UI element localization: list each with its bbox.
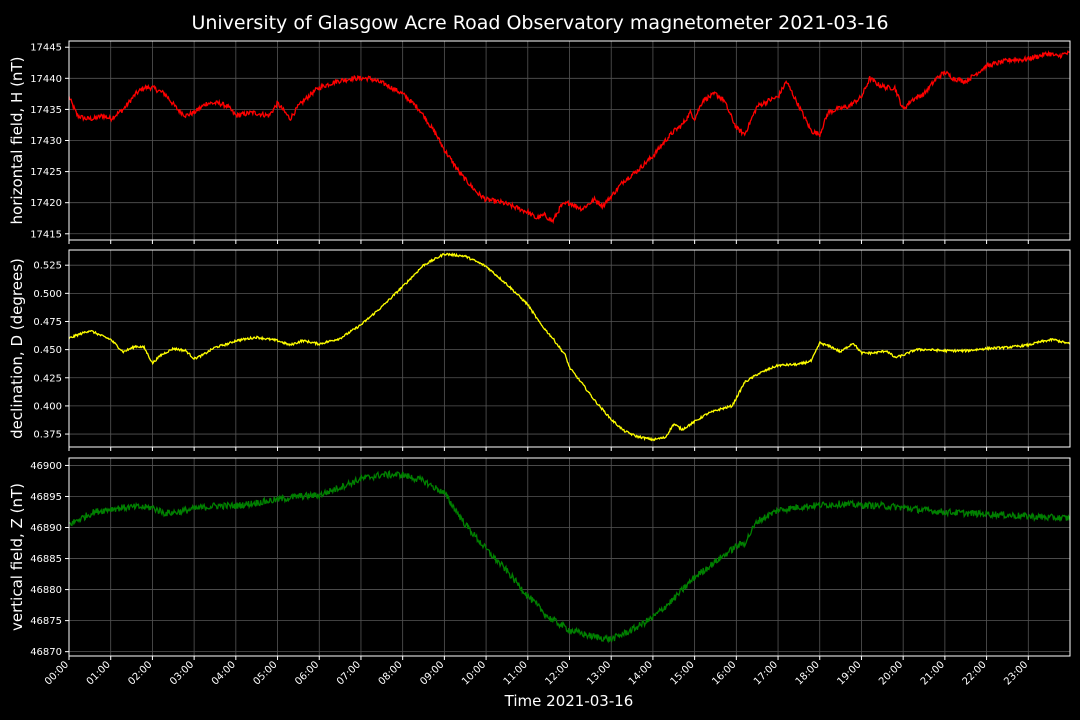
y-axis-label-Z: vertical field, Z (nT) <box>8 483 26 631</box>
y-tick-label: 17440 <box>30 74 62 85</box>
y-tick-label: 0.500 <box>33 289 62 300</box>
y-tick-label: 17435 <box>30 105 62 116</box>
y-tick-label: 0.450 <box>33 345 62 356</box>
y-tick-label: 0.475 <box>33 317 62 328</box>
y-tick-label: 0.425 <box>33 373 62 384</box>
y-tick-label: 46895 <box>30 492 62 503</box>
x-axis-label: Time 2021-03-16 <box>504 692 634 710</box>
y-tick-label: 17420 <box>30 198 62 209</box>
y-tick-label: 17430 <box>30 136 62 147</box>
y-tick-label: 46885 <box>30 554 62 565</box>
chart-title: University of Glasgow Acre Road Observat… <box>191 12 888 34</box>
grid-Z <box>68 458 1070 656</box>
panel-frame <box>68 457 1071 657</box>
y-tick-label: 46890 <box>30 523 62 534</box>
y-axis-label-D: declination, D (degrees) <box>8 258 26 439</box>
y-tick-label: 17445 <box>30 43 62 54</box>
panel-D: 0.375 0.400 0.425 0.450 0.475 0.500 0.525 decli… <box>8 249 1071 451</box>
y-tick-label: 0.525 <box>33 261 62 272</box>
panel-Z: 46870 46875 46880 46885 46890 46895 46900 verti… <box>8 457 1071 660</box>
panel-frame <box>68 40 1071 241</box>
y-tick-label: 46900 <box>30 461 62 472</box>
y-tick-label: 0.400 <box>33 401 62 412</box>
y-tick-label: 17425 <box>30 167 62 178</box>
panels-layer: 17415 17420 17425 17430 17435 17440 17445 horiz… <box>8 40 1071 660</box>
y-tick-label: 46880 <box>30 585 62 596</box>
y-tick-label: 17415 <box>30 229 62 240</box>
series-line-D <box>69 252 1070 442</box>
series-line-Z <box>69 470 1070 644</box>
panel-frame <box>68 249 1071 448</box>
y-tick-label: 46870 <box>30 647 62 658</box>
grid-D <box>68 250 1070 447</box>
series-line-H <box>69 49 1070 225</box>
y-tick-label: 0.375 <box>33 430 62 441</box>
panel-H: 17415 17420 17425 17430 17435 17440 17445 horiz… <box>8 40 1071 244</box>
y-axis-label-H: horizontal field, H (nT) <box>8 57 26 225</box>
y-tick-label: 46875 <box>30 616 62 627</box>
